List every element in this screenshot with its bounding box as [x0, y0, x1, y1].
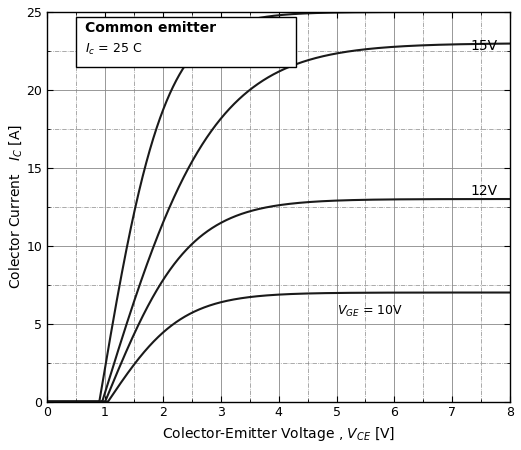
Text: 15V: 15V [470, 39, 498, 53]
Y-axis label: Colector Current   $I_C$ [A]: Colector Current $I_C$ [A] [7, 124, 24, 289]
Text: $V_{GE}$ = 10V: $V_{GE}$ = 10V [337, 304, 403, 319]
X-axis label: Colector-Emitter Voltage , $V_{CE}$ [V]: Colector-Emitter Voltage , $V_{CE}$ [V] [162, 425, 395, 443]
FancyBboxPatch shape [76, 17, 296, 67]
Text: 20V: 20V [224, 27, 251, 41]
Text: Common emitter: Common emitter [85, 21, 216, 35]
Text: $I_c$ = 25 C: $I_c$ = 25 C [85, 41, 142, 57]
Text: 12V: 12V [470, 184, 498, 198]
